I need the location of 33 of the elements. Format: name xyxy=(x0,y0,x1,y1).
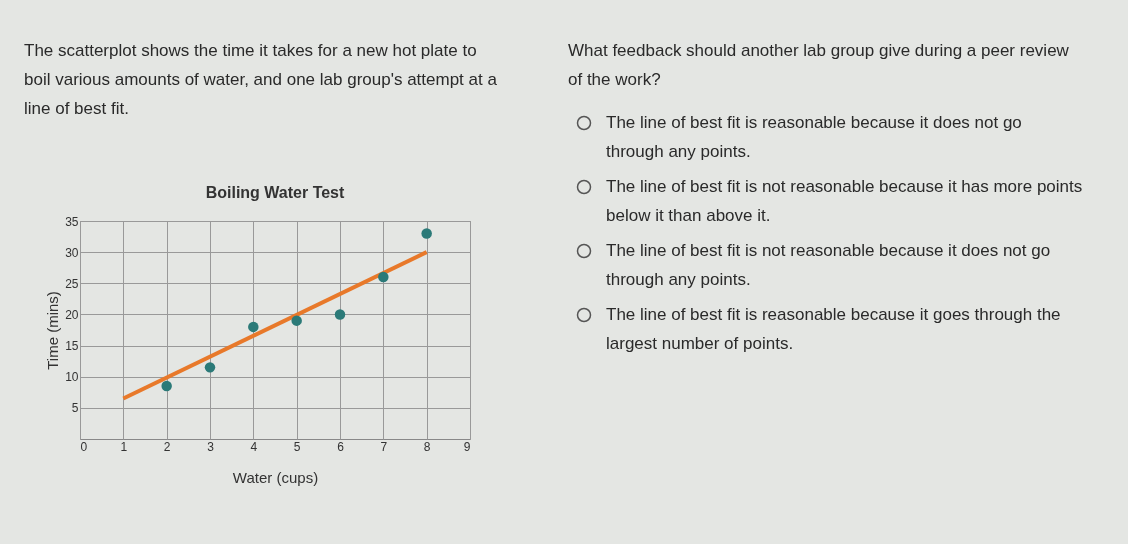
y-tick-label: 20 xyxy=(65,307,79,322)
point xyxy=(161,380,172,392)
text: The line of best fit is reasonable because it goes through the largest number of points. xyxy=(606,305,1061,353)
x-tick-label: 7 xyxy=(380,439,388,454)
chart-title: Boiling Water Test xyxy=(205,184,346,201)
point xyxy=(204,362,216,373)
point xyxy=(291,315,302,326)
text: The scatterplot shows the time it takes for a new hot plate to boil various amounts of water, and one lab group's attempt at a line of best fit. xyxy=(24,40,498,120)
point xyxy=(378,271,389,283)
y-axis-title: Time (mins) xyxy=(44,291,62,370)
y-tick-label: 30 xyxy=(65,245,79,260)
x-tick-label: 6 xyxy=(337,439,345,454)
x-tick-label: 8 xyxy=(423,439,431,454)
point xyxy=(248,321,259,333)
point xyxy=(334,309,346,320)
x-tick-label: 1 xyxy=(120,439,128,454)
text: The line of best fit is reasonable because it does not go through any points. xyxy=(606,113,1022,161)
x-tick-label: 0 xyxy=(80,439,88,454)
y-tick-label: 25 xyxy=(65,276,79,291)
x-axis-title: Water (cups) xyxy=(232,468,319,486)
y-tick-label: 15 xyxy=(65,339,79,354)
x-tick-label: 4 xyxy=(250,439,258,454)
text: The line of best fit is not reasonable because it has more points below it than above it. xyxy=(606,177,1083,225)
y-tick-label: 10 xyxy=(65,370,79,385)
x-tick-label: 3 xyxy=(207,439,215,454)
x-tick-label: 2 xyxy=(163,439,171,454)
y-tick-label: 35 xyxy=(65,214,79,229)
point xyxy=(421,228,432,239)
y-tick-label: 5 xyxy=(71,401,79,416)
x-tick-label: 9 xyxy=(463,439,471,454)
x-tick-label: 5 xyxy=(293,439,301,454)
text: The line of best fit is not reasonable because it does not go through any points. xyxy=(606,241,1051,289)
text: What feedback should another lab group give during a peer review of the work? xyxy=(568,40,1070,91)
